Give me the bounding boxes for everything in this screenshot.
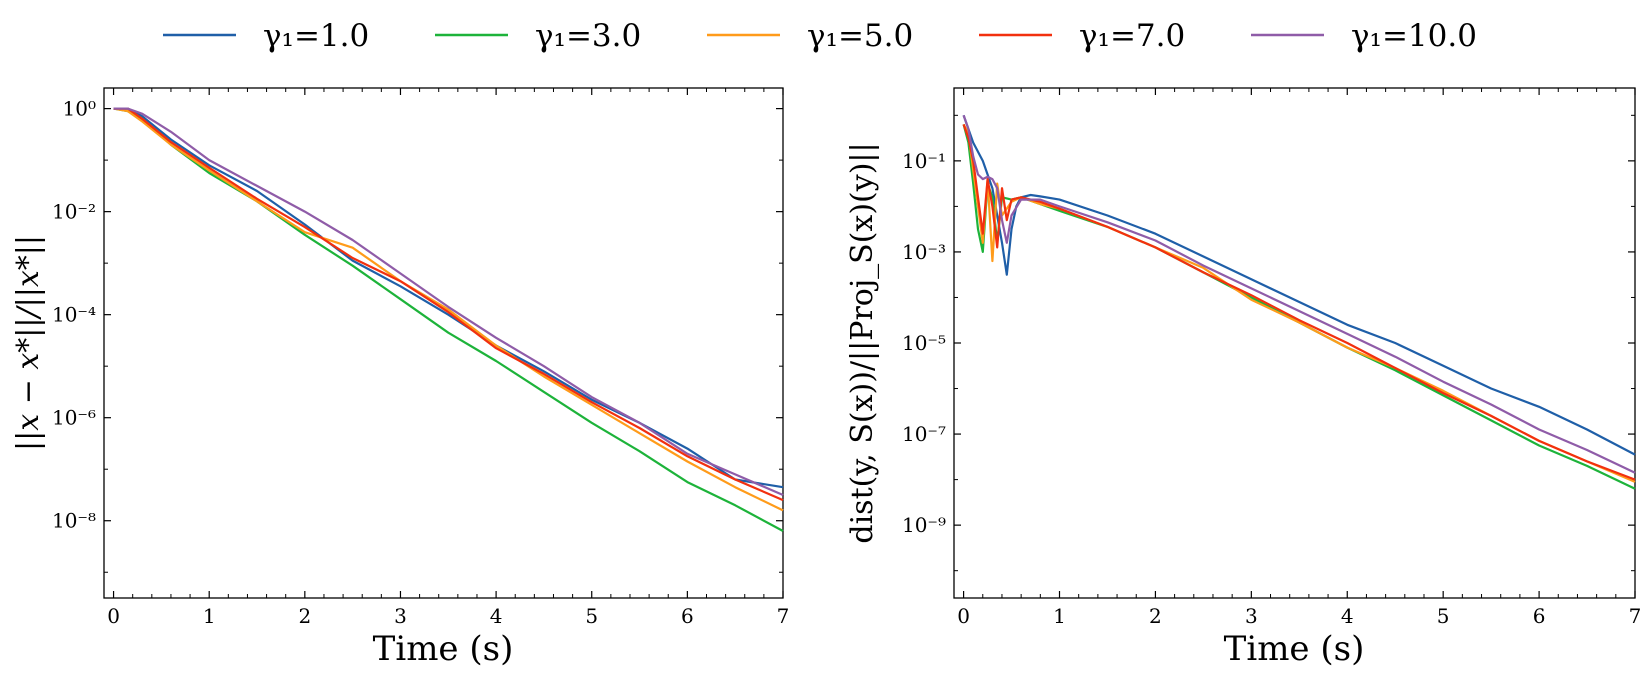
x-tick-label-0-2: 2 [298, 604, 311, 628]
y-tick-label-0-0: 10⁰ [63, 97, 96, 121]
series-line-0-3 [113, 107, 784, 502]
right-series-group [962, 114, 1636, 490]
y-tick-label-0-4: 10⁻⁸ [52, 509, 96, 533]
right-plot-frame [953, 87, 1636, 599]
y-tick-label-1-3: 10⁻⁷ [902, 422, 946, 446]
x-tick-label-0-6: 6 [681, 604, 694, 628]
x-tick-label-0-3: 3 [394, 604, 407, 628]
left-x-axis-label: Time (s) [373, 629, 514, 669]
legend-label-4: γ₁=10.0 [1351, 18, 1477, 54]
x-tick-label-1-0: 0 [957, 604, 970, 628]
left-axis-ticks: 0 1 2 3 4 5 6 7 10⁰ 10⁻² 10⁻⁴ 10⁻⁶ 10⁻⁸ [52, 88, 789, 628]
legend-label-2: γ₁=5.0 [807, 18, 913, 54]
x-tick-label-1-2: 2 [1149, 604, 1162, 628]
series-line-1-0 [962, 114, 1636, 456]
x-tick-label-0-5: 5 [585, 604, 598, 628]
y-tick-label-0-2: 10⁻⁴ [52, 303, 96, 327]
legend-label-1: γ₁=3.0 [535, 18, 641, 54]
legend: γ₁=1.0 γ₁=3.0 γ₁=5.0 γ₁=7.0 γ₁=10.0 [163, 18, 1477, 54]
y-tick-label-1-4: 10⁻⁹ [902, 513, 946, 537]
series-line-1-4 [962, 114, 1636, 474]
x-tick-label-0-4: 4 [490, 604, 503, 628]
series-line-0-4 [113, 107, 784, 497]
x-tick-label-1-5: 5 [1437, 604, 1450, 628]
x-tick-label-1-7: 7 [1629, 604, 1642, 628]
right-chart: 0 1 2 3 4 5 6 7 10⁻¹ 10⁻³ 10⁻⁵ 10⁻⁷ 10⁻⁹ Time (s) di… [845, 87, 1641, 669]
x-tick-label-1-4: 4 [1341, 604, 1354, 628]
right-y-axis-label: dist(y, S(x))/||Proj_S(x)(y)|| [845, 142, 880, 543]
legend-label-3: γ₁=7.0 [1079, 18, 1185, 54]
x-tick-label-1-3: 3 [1245, 604, 1258, 628]
x-tick-label-1-6: 6 [1533, 604, 1546, 628]
x-tick-label-0-0: 0 [107, 604, 120, 628]
series-line-0-0 [113, 107, 784, 489]
y-tick-label-1-0: 10⁻¹ [902, 149, 946, 173]
x-tick-label-0-7: 7 [777, 604, 790, 628]
series-line-1-3 [962, 124, 1636, 481]
y-tick-label-0-1: 10⁻² [52, 200, 96, 224]
x-tick-label-0-1: 1 [203, 604, 216, 628]
left-chart: 0 1 2 3 4 5 6 7 10⁰ 10⁻² 10⁻⁴ 10⁻⁶ 10⁻⁸ Time (s) ||x… [11, 87, 789, 669]
left-plot-frame [103, 87, 784, 599]
y-tick-label-1-2: 10⁻⁵ [902, 331, 946, 355]
series-line-1-1 [962, 124, 1636, 490]
y-tick-label-1-1: 10⁻³ [902, 240, 946, 264]
y-tick-label-0-3: 10⁻⁶ [52, 406, 96, 430]
left-series-group [113, 107, 784, 532]
right-x-axis-label: Time (s) [1224, 629, 1365, 669]
left-y-axis-label: ||x − x*||/||x*|| [11, 235, 46, 451]
x-tick-label-1-1: 1 [1053, 604, 1066, 628]
legend-label-0: γ₁=1.0 [263, 18, 369, 54]
right-axis-ticks: 0 1 2 3 4 5 6 7 10⁻¹ 10⁻³ 10⁻⁵ 10⁻⁷ 10⁻⁹ [902, 88, 1641, 628]
